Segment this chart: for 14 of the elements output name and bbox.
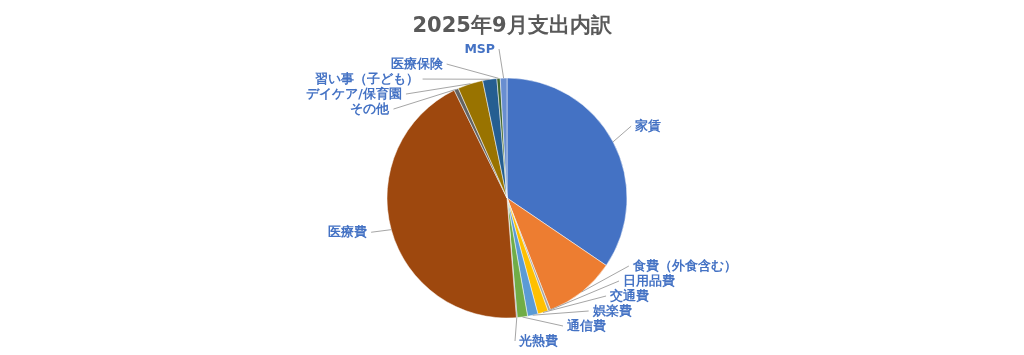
slice-label: 医療保険	[390, 56, 444, 72]
slice-label: 食費（外食含む）	[631, 258, 737, 273]
slice-label: その他	[350, 101, 391, 117]
slice-label: 交通費	[609, 288, 650, 303]
slice-label: 習い事（子ども）	[314, 71, 419, 87]
slice-label: MSP	[464, 41, 495, 57]
slice-label: 日用品費	[623, 273, 675, 288]
slice-label: デイケア/保育園	[306, 86, 402, 102]
slice-label: 娯楽費	[591, 303, 632, 318]
slice-label: 医療費	[328, 224, 368, 240]
slice-label: 通信費	[566, 318, 607, 333]
slice-label: 光熱費	[518, 333, 558, 348]
chart-title: 2025年9月支出内訳	[412, 13, 613, 37]
slice-label: 家賃	[634, 118, 662, 134]
